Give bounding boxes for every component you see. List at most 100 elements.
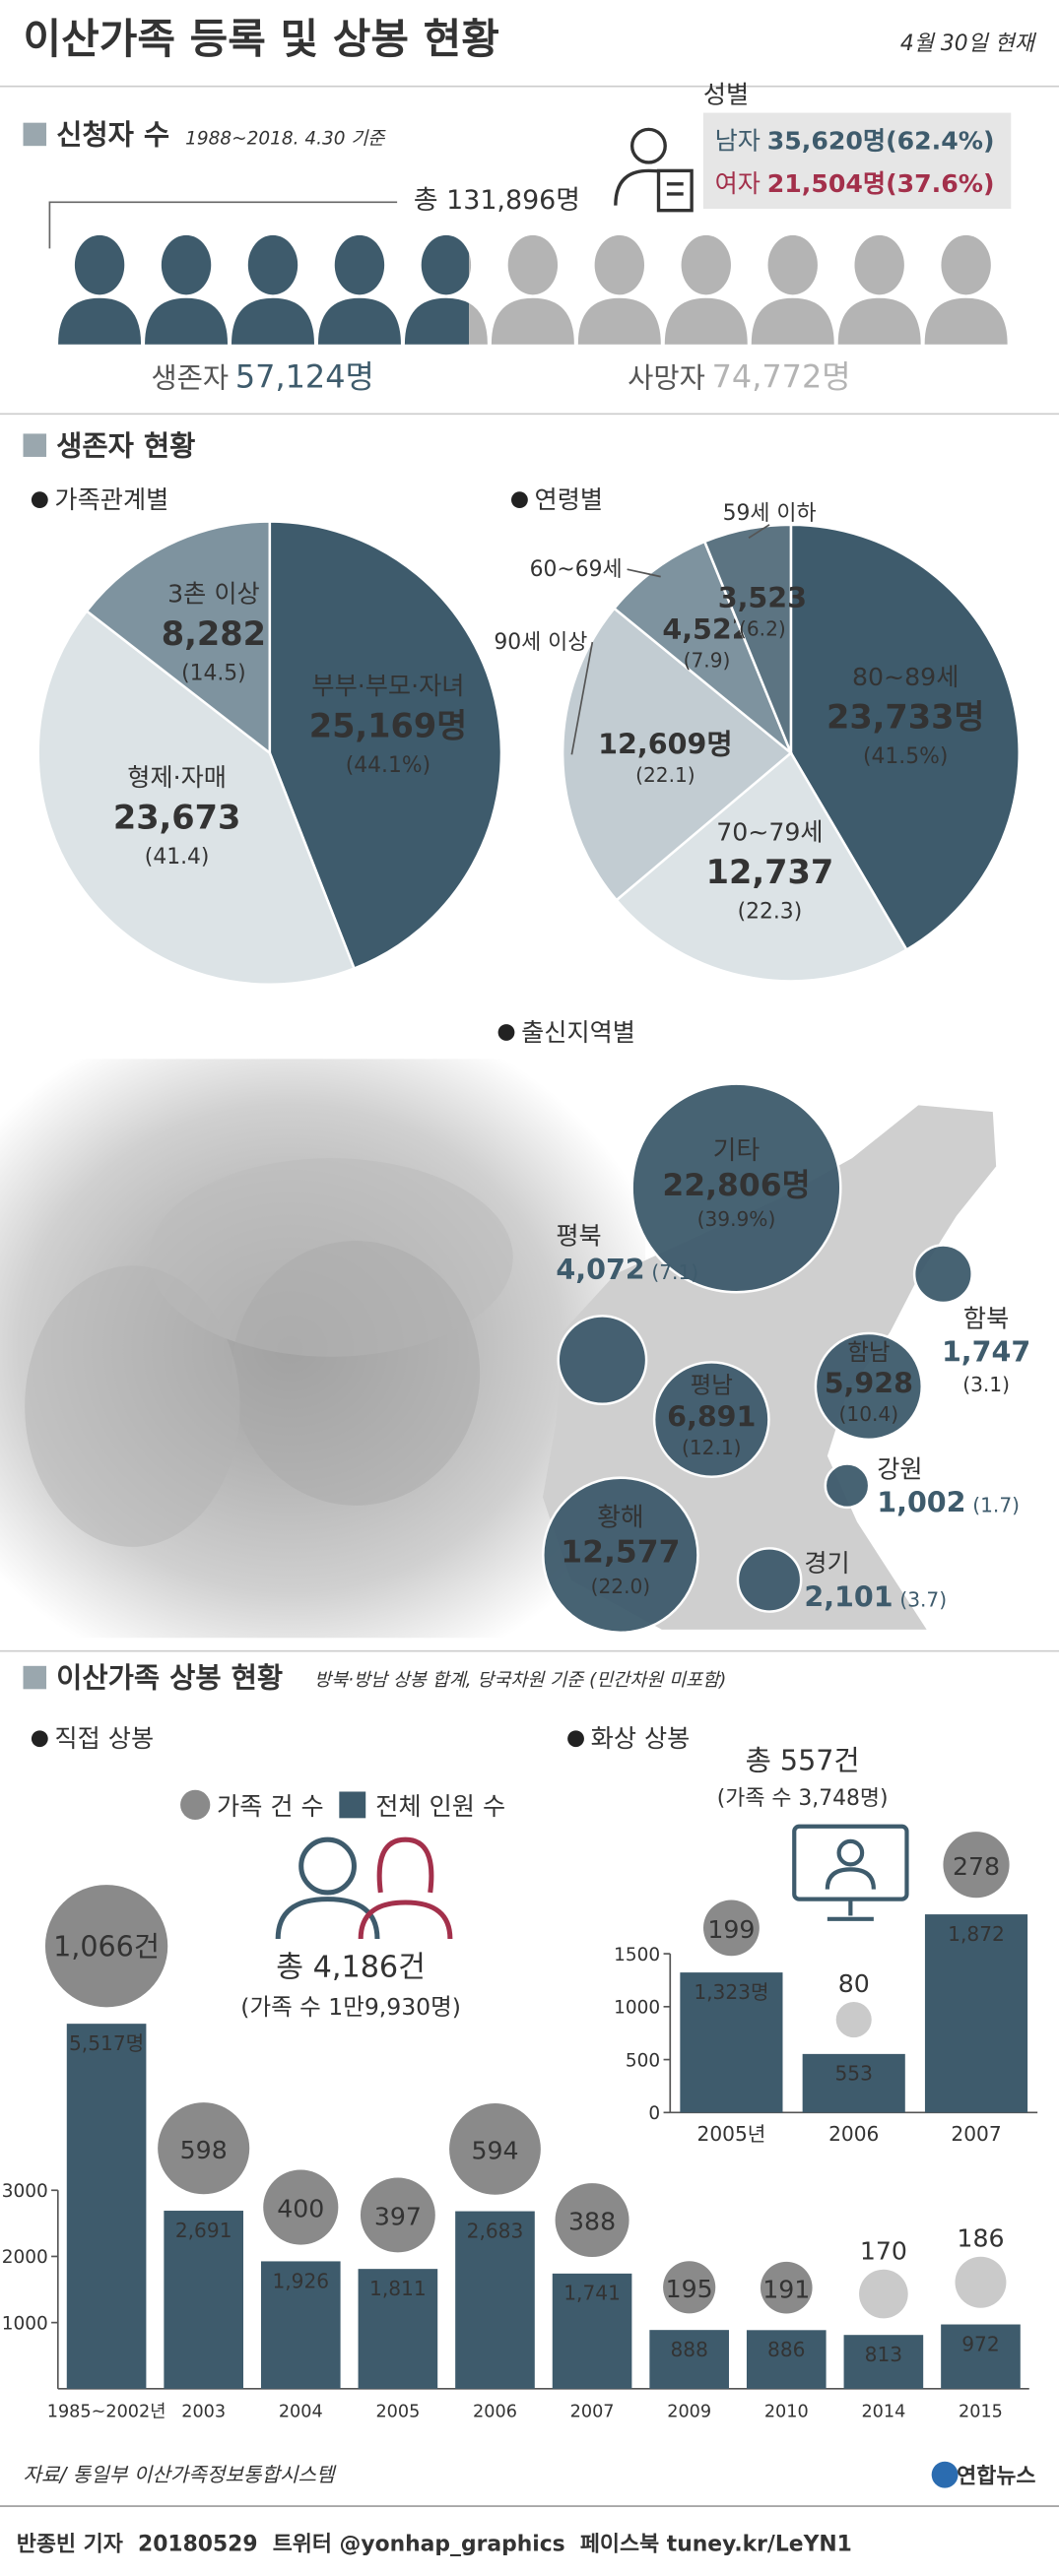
slice-value: 8,282 — [162, 614, 266, 653]
bar-label: 1,872 — [948, 1922, 1005, 1946]
region-bubble — [814, 1331, 924, 1442]
leader-line — [748, 524, 770, 539]
region-value: 5,928 — [825, 1367, 913, 1400]
x-tick-label: 2014 — [861, 2402, 905, 2421]
slice-value: 12,737 — [706, 853, 834, 891]
x-tick-label: 2007 — [570, 2402, 615, 2421]
section-subtitle: 1988~2018. 4.30 기준 — [185, 128, 386, 149]
total-label: 총 4,186건 — [276, 1951, 426, 1985]
bar-label: 886 — [767, 2338, 805, 2361]
photo-face — [232, 1241, 481, 1506]
bar — [802, 2053, 905, 2113]
person-body — [751, 297, 834, 345]
person-body — [145, 297, 229, 345]
percent: (7.1) — [651, 1260, 698, 1284]
bar — [164, 2211, 243, 2389]
slice-percent: (6.2) — [739, 616, 786, 640]
slice-value: 23,733명 — [827, 698, 984, 737]
region-value: 1,002 (1.7) — [877, 1486, 1020, 1519]
people-group — [469, 234, 1008, 345]
people-label: 사망자 74,772명 — [628, 357, 851, 395]
person-body — [469, 302, 488, 345]
leader-line — [570, 641, 594, 755]
pie-slice — [614, 750, 909, 983]
bar — [680, 1972, 783, 2113]
category: 생존자 — [151, 360, 229, 394]
region-percent: (3.1) — [962, 1373, 1010, 1396]
gender-title: 성별 — [703, 81, 749, 109]
date: 4월 30일 현재 — [900, 32, 1037, 56]
family-label: 199 — [707, 1915, 755, 1944]
family-label: 191 — [762, 2275, 810, 2303]
bullet — [31, 491, 48, 509]
slice-percent: (7.9) — [684, 649, 731, 673]
chart-title: 연령별 — [535, 485, 604, 514]
person-head — [594, 234, 645, 295]
person-body — [577, 297, 661, 345]
percent: (3.7) — [899, 1587, 947, 1611]
x-tick-label: 2009 — [667, 2402, 711, 2421]
slice-category: 70~79세 — [716, 817, 823, 846]
family-label: 278 — [953, 1852, 1000, 1881]
x-tick-label: 2006 — [828, 2122, 879, 2146]
value: 4,072 — [556, 1253, 644, 1286]
bar-label: 2,691 — [175, 2219, 232, 2242]
x-tick-label: 2006 — [473, 2402, 517, 2421]
gender-box — [702, 112, 1012, 210]
person-head — [74, 234, 125, 295]
family-label: 598 — [180, 2136, 228, 2164]
person-head — [767, 234, 818, 295]
people-group — [58, 234, 470, 345]
y-tick-label: 1000 — [2, 2313, 48, 2334]
family-label: 388 — [568, 2208, 616, 2236]
region-percent: (39.9%) — [697, 1207, 776, 1231]
region-value: 22,806명 — [662, 1168, 810, 1203]
region-value: 12,577 — [561, 1535, 680, 1571]
value: 1,747 — [942, 1335, 1030, 1369]
family-bubble — [663, 2261, 716, 2314]
couple-icon — [275, 1836, 453, 1940]
person-head — [469, 253, 472, 277]
total-note: (가족 수 3,748명) — [717, 1786, 889, 1811]
y-tick-label: 500 — [626, 2050, 660, 2071]
monitor-icon — [792, 1824, 909, 1921]
person-body — [232, 297, 314, 345]
bar — [924, 1914, 1028, 2113]
pie-slice — [789, 523, 1021, 952]
bar-label: 1,811 — [369, 2277, 427, 2300]
region-bubble — [557, 1315, 648, 1406]
region-value: 6,891 — [667, 1399, 756, 1433]
y-tick-label: 1000 — [614, 1998, 660, 2019]
leader-line — [627, 568, 661, 578]
slice-category: 59세 이하 — [723, 501, 817, 526]
bar-label: 2,683 — [467, 2219, 524, 2242]
slice-category: 90세 이상 — [494, 630, 587, 655]
total-bracket — [48, 201, 398, 249]
family-label: 1,066건 — [53, 1929, 160, 1963]
section-marker — [23, 122, 47, 147]
pie-slice — [561, 607, 793, 902]
legend-swatch — [180, 1789, 211, 1821]
gender-icon — [614, 127, 694, 213]
family-bubble — [555, 2183, 629, 2258]
region-value: 2,101 (3.7) — [804, 1579, 947, 1613]
family-bubble — [158, 2102, 250, 2195]
total-note: (가족 수 1만9,930명) — [240, 1993, 461, 2021]
slice-percent: (41.5%) — [863, 744, 948, 769]
x-tick-label: 2007 — [951, 2122, 1001, 2146]
family-label: 400 — [277, 2195, 324, 2223]
person-head — [334, 234, 385, 295]
section-title: 신청자 수 — [56, 117, 169, 151]
logo: 연합뉴스 — [957, 2464, 1035, 2489]
person-head — [247, 234, 298, 295]
bar — [552, 2273, 632, 2389]
pie-slice — [268, 520, 503, 971]
person-body — [664, 297, 748, 345]
region-bubble — [912, 1244, 973, 1305]
bar — [358, 2269, 438, 2389]
region-bubble — [652, 1361, 770, 1478]
pie-slice — [702, 523, 793, 754]
slice-percent: (22.1) — [635, 763, 695, 787]
family-label: 594 — [471, 2136, 518, 2164]
x-tick-label: 1985~2002년 — [47, 2401, 166, 2421]
